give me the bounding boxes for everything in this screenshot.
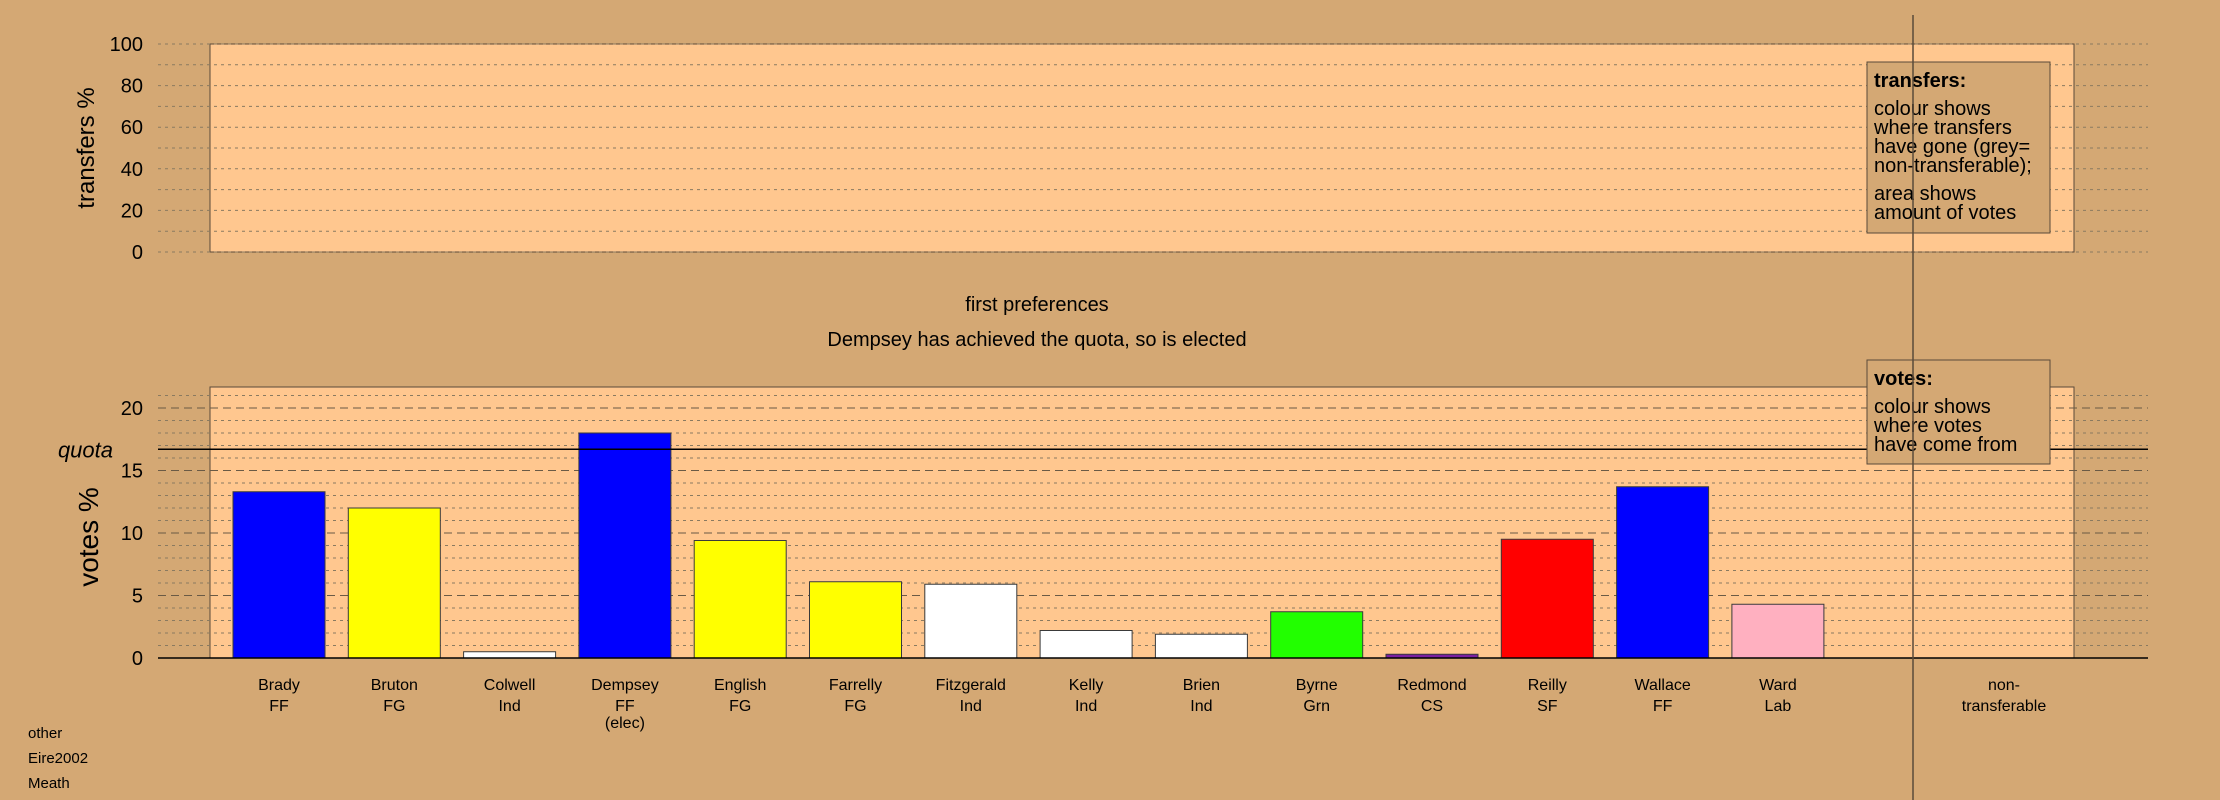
transfers-ytick-label: 40 <box>121 159 143 181</box>
candidate-name-label: Farrelly <box>829 677 882 694</box>
votes-panel: BradyFFBrutonFGColwellIndDempseyFF(elec)… <box>58 359 2148 732</box>
footer-constituency: Meath <box>28 775 70 792</box>
bar-ward <box>1731 603 1825 659</box>
bar-reilly <box>1500 538 1594 659</box>
bar-fitzgerald <box>924 583 1018 659</box>
bar-farrelly <box>809 581 902 659</box>
candidate-name-label: Bruton <box>371 677 418 694</box>
candidate-name-label: Byrne <box>1296 677 1338 694</box>
candidate-party-label: FG <box>383 698 405 715</box>
votes-legend-box <box>1866 359 2051 465</box>
bar-byrne <box>1270 611 1364 659</box>
candidate-party-label: Grn <box>1303 698 1330 715</box>
candidate-name-label: Colwell <box>484 677 536 694</box>
transfers-ytick-label: 20 <box>121 200 143 222</box>
candidate-party-label: Ind <box>1075 698 1097 715</box>
transfers-ytick-label: 0 <box>132 242 143 264</box>
transfers-ytick-label: 100 <box>110 34 143 56</box>
candidate-party-label: CS <box>1421 698 1443 715</box>
votes-legend-title: votes: <box>1874 368 1933 390</box>
transfers-panel: 0 20 40 60 80 100 transfers % transfers: colour … <box>73 34 2148 264</box>
candidate-name-label: Brien <box>1183 677 1220 694</box>
votes-ytick-label: 5 <box>132 586 143 608</box>
candidate-name-label: Fitzgerald <box>936 677 1006 694</box>
candidate-party-label: FF <box>1653 698 1673 715</box>
transfers-legend-line: amount of votes <box>1874 202 2016 224</box>
votes-ytick-label: 0 <box>132 648 143 670</box>
candidate-party-label: FG <box>729 698 751 715</box>
bar-brady <box>232 491 326 659</box>
bar-dempsey <box>578 432 672 659</box>
bar-bruton <box>347 507 441 659</box>
bar-brien <box>1154 633 1248 659</box>
transfers-ylabel: transfers % <box>73 87 100 208</box>
candidate-name-label: Redmond <box>1397 677 1466 694</box>
footer-other: other <box>28 725 63 742</box>
bar-wallace <box>1616 486 1710 659</box>
candidate-name-label: Wallace <box>1634 677 1690 694</box>
transfers-legend-line: non-transferable); <box>1874 155 2032 177</box>
nontransferable-label: non- <box>1988 677 2020 694</box>
candidate-party-label: Ind <box>498 698 520 715</box>
nontransferable-label: transferable <box>1962 698 2047 715</box>
candidate-party-label: Lab <box>1765 698 1792 715</box>
candidate-party-label: Ind <box>960 698 982 715</box>
transfers-legend-title: transfers: <box>1874 70 1966 92</box>
candidate-name-label: Ward <box>1759 677 1797 694</box>
chart-title: first preferences <box>965 294 1108 316</box>
bar-kelly <box>1039 630 1133 659</box>
bar-english <box>693 540 787 659</box>
transfers-legend-line: colour shows <box>1874 98 1991 120</box>
transfers-ytick-label: 80 <box>121 76 143 98</box>
candidate-name-label: Kelly <box>1069 677 1104 694</box>
footer-election: Eire2002 <box>28 750 89 767</box>
votes-ytick-label: 20 <box>121 398 143 420</box>
candidate-party-label: FF <box>615 698 635 715</box>
candidate-status-label: (elec) <box>605 715 645 732</box>
transfers-legend-box <box>1866 61 2051 234</box>
transfers-legend-line: area shows <box>1874 183 1976 205</box>
candidate-party-label: Ind <box>1190 698 1212 715</box>
transfers-ytick-label: 60 <box>121 117 143 139</box>
candidate-name-label: Reilly <box>1528 677 1567 694</box>
votes-legend-line: colour shows <box>1874 396 1991 418</box>
bar-colwell <box>463 651 557 659</box>
votes-ytick-label: 15 <box>121 461 143 483</box>
votes-ytick-label: 10 <box>121 523 143 545</box>
candidate-name-label: Brady <box>258 677 300 694</box>
candidate-party-label: SF <box>1537 698 1558 715</box>
quota-label: quota <box>58 437 113 462</box>
candidate-party-label: FF <box>269 698 289 715</box>
chart-subtitle: Dempsey has achieved the quota, so is el… <box>827 329 1246 351</box>
candidate-name-label: English <box>714 677 766 694</box>
transfers-legend-line: where transfers <box>1873 117 2012 139</box>
votes-ylabel: votes % <box>73 487 104 587</box>
candidate-name-label: Dempsey <box>591 677 659 694</box>
candidate-party-label: FG <box>844 698 866 715</box>
votes-legend-line: where votes <box>1873 415 1982 437</box>
votes-legend-line: have come from <box>1874 434 2017 456</box>
